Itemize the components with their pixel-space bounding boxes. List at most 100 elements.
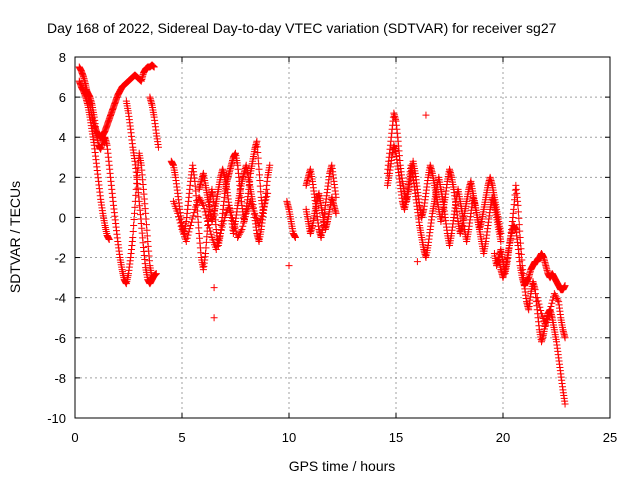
y-tick-label: -6 bbox=[54, 331, 66, 346]
data-point bbox=[199, 201, 207, 209]
data-point bbox=[195, 193, 203, 201]
data-point bbox=[259, 209, 267, 217]
data-point bbox=[561, 282, 569, 290]
data-point bbox=[176, 219, 184, 227]
data-point bbox=[182, 238, 190, 246]
data-point bbox=[260, 202, 268, 210]
data-point bbox=[183, 234, 191, 242]
data-point bbox=[187, 221, 195, 229]
data-point bbox=[105, 236, 113, 244]
data-point bbox=[234, 232, 242, 240]
outlier-point bbox=[413, 258, 421, 266]
data-point bbox=[130, 221, 138, 229]
outlier-point bbox=[210, 284, 218, 292]
data-point bbox=[542, 322, 550, 330]
data-point bbox=[188, 215, 196, 223]
data-point bbox=[177, 222, 185, 230]
data-point bbox=[205, 224, 213, 232]
data-point bbox=[548, 299, 556, 307]
data-point bbox=[129, 227, 137, 235]
data-point bbox=[544, 315, 552, 323]
x-tick-label: 15 bbox=[389, 430, 403, 445]
x-tick-label: 10 bbox=[282, 430, 296, 445]
data-point bbox=[237, 227, 245, 235]
data-point bbox=[240, 219, 248, 227]
y-tick-label: -2 bbox=[54, 251, 66, 266]
data-point bbox=[550, 290, 558, 298]
data-point bbox=[239, 222, 247, 230]
data-point bbox=[261, 199, 269, 207]
data-point bbox=[206, 227, 214, 235]
data-point bbox=[175, 216, 183, 224]
data-point bbox=[190, 209, 198, 217]
outlier-point bbox=[210, 314, 218, 322]
data-point bbox=[515, 221, 523, 229]
data-point bbox=[150, 63, 158, 71]
data-point bbox=[199, 200, 207, 208]
data-point bbox=[212, 246, 220, 254]
data-point bbox=[218, 223, 226, 231]
data-point bbox=[551, 291, 559, 299]
data-point bbox=[561, 400, 569, 408]
data-point bbox=[238, 225, 246, 233]
axis-ticks: 0 5 10 15 20 25 -10 -8 -6 -4 -2 0 2 4 6 8 bbox=[47, 50, 617, 445]
y-tick-label: 2 bbox=[59, 170, 66, 185]
data-point bbox=[553, 294, 561, 302]
x-axis-label: GPS time / hours bbox=[289, 458, 396, 474]
data-point bbox=[130, 209, 138, 217]
x-tick-label: 25 bbox=[603, 430, 617, 445]
data-point bbox=[219, 220, 227, 228]
data-point bbox=[534, 297, 542, 305]
data-point bbox=[263, 193, 271, 201]
plot-border bbox=[74, 56, 611, 419]
data-point bbox=[537, 307, 545, 315]
data-point bbox=[214, 239, 222, 247]
data-point bbox=[203, 214, 211, 222]
data-point bbox=[544, 312, 552, 320]
data-point bbox=[215, 236, 223, 244]
data-point bbox=[184, 231, 192, 239]
data-point bbox=[174, 209, 182, 217]
y-tick-label: -10 bbox=[47, 411, 66, 426]
x-tick-label: 20 bbox=[496, 430, 510, 445]
data-point bbox=[130, 215, 138, 223]
y-axis-label: SDTVAR / TECUs bbox=[7, 181, 23, 293]
data-point bbox=[175, 213, 183, 221]
data-point bbox=[515, 214, 523, 222]
data-point bbox=[200, 205, 208, 213]
data-point bbox=[185, 228, 193, 236]
outlier-point bbox=[285, 262, 293, 270]
y-tick-label: -4 bbox=[54, 291, 66, 306]
data-point bbox=[186, 225, 194, 233]
data-point bbox=[561, 334, 569, 342]
y-tick-label: 0 bbox=[59, 210, 66, 225]
data-point bbox=[514, 201, 522, 209]
data-point bbox=[535, 300, 543, 308]
data-point bbox=[262, 196, 270, 204]
data-point bbox=[213, 242, 221, 250]
outlier-point bbox=[422, 111, 430, 119]
data-point bbox=[543, 319, 551, 327]
data-point bbox=[234, 234, 242, 241]
data-point bbox=[197, 197, 205, 205]
y-tick-label: 6 bbox=[59, 90, 66, 105]
data-point bbox=[129, 234, 137, 241]
y-tick-label: 8 bbox=[59, 50, 66, 65]
data-point bbox=[220, 217, 228, 225]
data-point bbox=[554, 296, 562, 304]
data-point bbox=[240, 216, 248, 224]
data-point bbox=[198, 198, 206, 206]
data-point bbox=[189, 212, 197, 220]
x-tick-label: 0 bbox=[71, 430, 78, 445]
data-point bbox=[241, 213, 249, 221]
data-point bbox=[150, 272, 158, 280]
chart-title: Day 168 of 2022, Sidereal Day-to-day VTE… bbox=[47, 20, 557, 36]
data-point bbox=[332, 209, 340, 217]
data-point bbox=[514, 208, 522, 216]
data-point bbox=[131, 203, 139, 211]
gridlines bbox=[75, 57, 610, 418]
y-tick-label: -8 bbox=[54, 371, 66, 386]
data-point bbox=[533, 294, 541, 302]
data-point bbox=[264, 189, 272, 197]
